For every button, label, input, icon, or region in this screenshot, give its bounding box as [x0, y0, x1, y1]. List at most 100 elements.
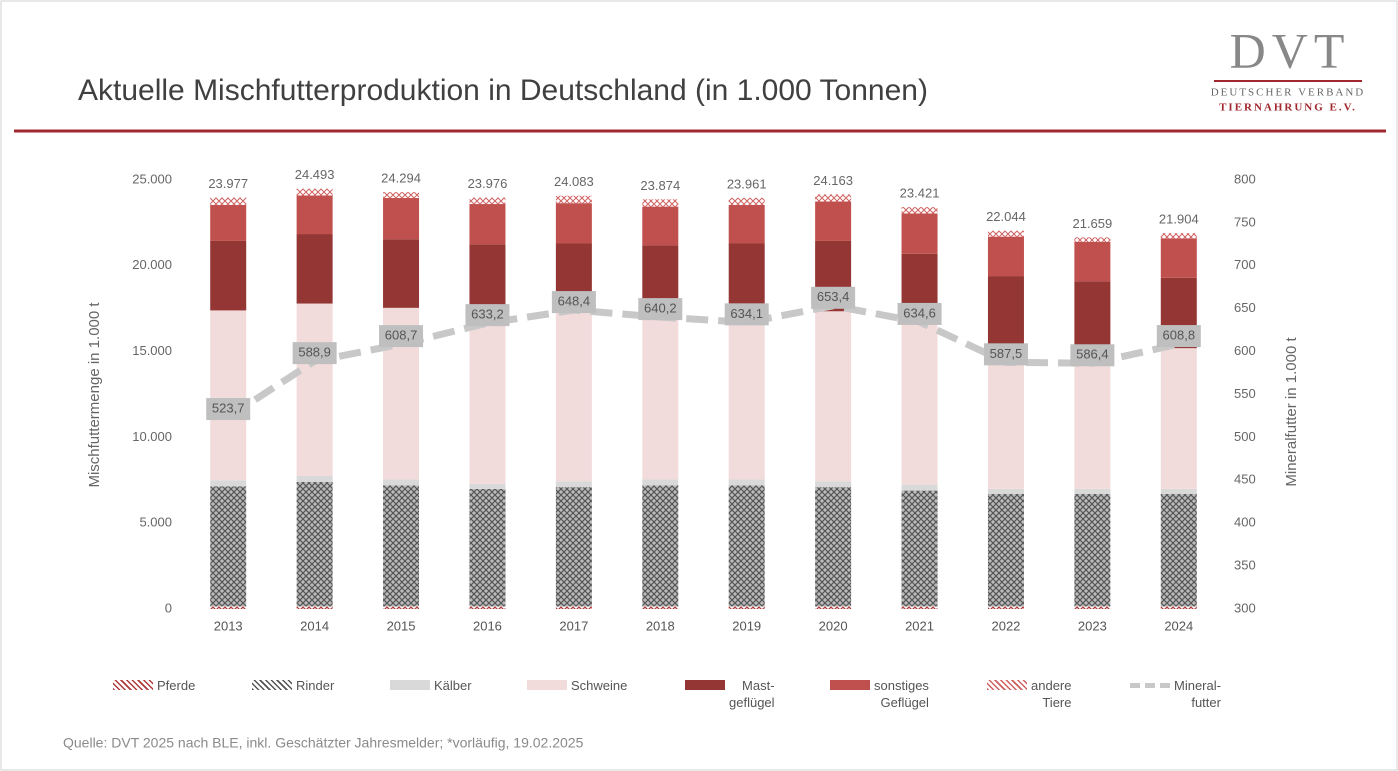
x-tick-label: 2019	[732, 618, 761, 633]
legend-label: Schweine	[571, 678, 628, 693]
bar-segment	[1074, 351, 1111, 489]
legend-item: Mast- geflügel	[685, 677, 775, 711]
bar-segment	[210, 486, 247, 607]
line-label: 633,2	[471, 307, 504, 322]
y2-axis-title: Mineralfutter in 1.000 t	[1283, 337, 1300, 487]
bar-segment	[383, 606, 420, 609]
line-label-box	[983, 343, 1028, 366]
bar-segment	[815, 201, 852, 241]
line-label-box	[811, 286, 856, 309]
line-label-box	[206, 398, 251, 421]
total-label: 24.294	[381, 171, 421, 186]
bar-segment	[1160, 606, 1197, 609]
y2-tick-label: 750	[1234, 214, 1256, 229]
x-tick-label: 2021	[905, 618, 934, 633]
line-label-box	[724, 303, 769, 326]
bar-segment	[296, 303, 333, 477]
bar-segment	[296, 234, 333, 304]
total-label: 23.976	[468, 176, 508, 191]
legend-label: Kälber	[434, 678, 472, 693]
legend-swatch	[390, 680, 430, 690]
legend-item: Mineral- futter	[1130, 677, 1221, 711]
x-tick-label: 2017	[559, 618, 588, 633]
line-label: 588,9	[298, 345, 331, 360]
logo-line1: DEUTSCHER VERBAND	[1211, 87, 1366, 99]
total-label: 24.083	[554, 174, 594, 189]
bar-segment	[296, 482, 333, 607]
bar-segment	[555, 312, 592, 482]
x-tick-label: 2014	[300, 618, 329, 633]
line-label: 640,2	[644, 301, 677, 316]
bar-segment	[815, 311, 852, 482]
bar-segment	[383, 239, 420, 308]
bar-segment	[642, 606, 679, 609]
bar-segment	[642, 316, 679, 480]
source: Quelle: DVT 2025 nach BLE, inkl. Geschät…	[63, 735, 584, 751]
y-tick-label: 20.000	[132, 257, 172, 272]
bar-segment	[555, 203, 592, 244]
line-label: 648,4	[558, 294, 591, 309]
y2-tick-label: 800	[1234, 171, 1256, 186]
bar-segment	[383, 485, 420, 607]
x-tick-label: 2015	[387, 618, 416, 633]
bar-segment	[642, 206, 679, 246]
bar-segment	[210, 204, 247, 241]
bar-segment	[555, 195, 592, 204]
bar-segment	[210, 240, 247, 311]
total-label: 23.961	[727, 176, 767, 191]
bar-segment	[469, 483, 506, 489]
bar-segment	[815, 194, 852, 202]
bar-segment	[210, 310, 247, 481]
line-label-box	[465, 304, 510, 327]
line-label: 653,4	[817, 289, 850, 304]
legend-swatch	[1130, 683, 1170, 688]
legend-item: sonstiges Geflügel	[830, 677, 929, 711]
bar-segment	[728, 197, 765, 205]
bar-segment	[555, 606, 592, 609]
line-label-box	[638, 298, 683, 321]
bar-segment	[1074, 494, 1111, 607]
bar-segment	[1074, 606, 1111, 609]
y2-tick-label: 400	[1234, 515, 1256, 530]
bar-segment	[728, 315, 765, 480]
bar-segment	[642, 485, 679, 607]
bar-segment	[469, 488, 506, 607]
line-label-box	[1070, 344, 1115, 367]
bar-segment	[1160, 233, 1197, 239]
logo-mark: DVT	[1230, 22, 1351, 78]
bar-segment	[1160, 348, 1197, 489]
bar-segment	[1074, 488, 1111, 495]
bar-segment	[383, 192, 420, 199]
bar-segment	[642, 199, 679, 207]
bar-segment	[296, 606, 333, 609]
total-label: 23.977	[208, 176, 248, 191]
bar-segment	[555, 481, 592, 488]
legend-label: Pferde	[157, 678, 196, 693]
logo-line2: TIERNAHRUNG E.V.	[1219, 102, 1357, 114]
y2-tick-label: 450	[1234, 472, 1256, 487]
y2-tick-label: 550	[1234, 386, 1256, 401]
bar-segment	[1160, 238, 1197, 278]
x-tick-label: 2022	[991, 618, 1020, 633]
bar-segment	[296, 188, 333, 196]
line-label-box	[551, 291, 596, 314]
line-label-box	[1156, 325, 1201, 348]
y2-tick-label: 650	[1234, 300, 1256, 315]
bar-segment	[555, 487, 592, 607]
legend-item: Rinder	[252, 677, 334, 694]
bar-segment	[728, 485, 765, 607]
bar-segment	[987, 230, 1024, 237]
legend-label: Rinder	[296, 678, 335, 693]
y2-tick-label: 500	[1234, 429, 1256, 444]
bar-segment	[728, 204, 765, 244]
line-label-box	[379, 325, 424, 348]
total-label: 24.493	[295, 167, 335, 182]
legend-item: Pferde	[113, 677, 195, 694]
x-tick-label: 2016	[473, 618, 502, 633]
total-label: 23.421	[900, 186, 940, 201]
bar-segment	[901, 606, 938, 609]
line-label: 608,8	[1163, 327, 1196, 342]
y2-tick-label: 350	[1234, 558, 1256, 573]
y2-tick-label: 700	[1234, 257, 1256, 272]
